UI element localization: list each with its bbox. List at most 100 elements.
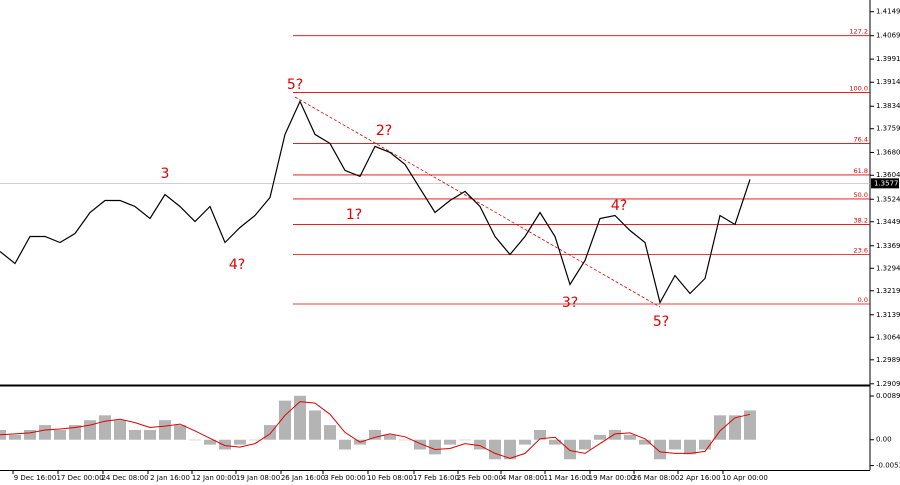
x-tick-label: 17 Feb 16:00: [413, 474, 459, 482]
histogram-bar: [549, 439, 561, 445]
histogram-bar: [294, 395, 306, 440]
histogram-bar: [729, 415, 741, 440]
histogram-bar: [714, 415, 726, 440]
y-tick-label: 1.2989: [876, 356, 900, 364]
histogram-bar: [639, 439, 651, 445]
histogram-bar: [324, 425, 336, 440]
histogram-bar: [474, 439, 486, 450]
x-tick-label: 26 Jan 16:00: [281, 474, 325, 482]
fib-label: 50.0: [854, 191, 868, 199]
fib-label: 61.8: [854, 167, 868, 175]
histogram-bar: [219, 439, 231, 450]
x-tick-label: 10 Feb 08:00: [367, 474, 413, 482]
trend-line: [294, 96, 661, 308]
wave-label: 2?: [376, 123, 392, 139]
histogram-bar: [609, 429, 621, 440]
x-tick-label: 10 Apr 00:00: [722, 474, 768, 482]
histogram-bar: [489, 439, 501, 460]
x-tick-label: 17 Dec 00:00: [56, 474, 103, 482]
y-tick-label: 1.3914: [876, 78, 900, 86]
wave-label: 3: [161, 166, 170, 182]
histogram-bar: [669, 439, 681, 450]
x-tick-label: 9 Dec 16:00: [14, 474, 57, 482]
histogram-bar: [339, 439, 351, 450]
y-tick-label: 1.3759: [876, 125, 900, 133]
current-price-label: 1.3577: [874, 179, 899, 187]
y-tick-label: 1.3064: [876, 333, 900, 341]
x-tick-label: 12 Jan 00:00: [192, 474, 236, 482]
y-tick-label: 1.3991: [876, 55, 900, 63]
y-tick-label: 1.3680: [876, 148, 900, 156]
histogram-bar: [264, 425, 276, 440]
y-tick-label: 1.3449: [876, 218, 900, 226]
histogram-bar: [744, 410, 756, 440]
y-tick-label: 0.00895: [876, 392, 900, 400]
histogram-bar: [564, 439, 576, 460]
histogram-bar: [534, 429, 546, 440]
histogram-bar: [69, 425, 81, 440]
y-tick-label: 1.3604: [876, 171, 900, 179]
histogram-bar: [594, 434, 606, 440]
price-line: [0, 99, 751, 305]
wave-label: 4?: [229, 257, 245, 273]
histogram-bar: [54, 429, 66, 440]
histogram-bar: [84, 420, 96, 440]
histogram-bar: [459, 439, 471, 441]
histogram-bar: [624, 434, 636, 440]
histogram-bar: [654, 439, 666, 460]
x-tick-label: 11 Mar 16:00: [544, 474, 591, 482]
histogram-bar: [114, 420, 126, 440]
signal-line: [0, 401, 751, 459]
fib-label: 23.6: [854, 246, 868, 254]
x-tick-label: 4 Mar 08:00: [502, 474, 544, 482]
current-price-box: [871, 178, 899, 189]
y-tick-label: 1.3834: [876, 102, 900, 110]
fib-label: 100.0: [849, 84, 868, 92]
y-tick-label: 1.3524: [876, 195, 900, 203]
x-tick-label: 2 Apr 16:00: [679, 474, 720, 482]
fib-label: 0.0: [858, 296, 868, 304]
wave-label: 1?: [346, 207, 362, 223]
fib-label: 76.4: [854, 135, 868, 143]
fib-label: 127.2: [849, 28, 868, 36]
x-tick-label: 2 Jan 16:00: [150, 474, 190, 482]
histogram-bar: [579, 439, 591, 450]
x-tick-label: 3 Feb 00:00: [324, 474, 365, 482]
y-tick-label: 1.3139: [876, 311, 900, 319]
histogram-bar: [384, 434, 396, 440]
histogram-bar: [144, 429, 156, 440]
histogram-bar: [24, 429, 36, 440]
histogram-bar: [309, 410, 321, 440]
histogram-bar: [159, 420, 171, 440]
y-tick-label: 1.3219: [876, 287, 900, 295]
wave-label: 5?: [287, 77, 303, 93]
histogram-bar: [204, 439, 216, 445]
histogram-bar: [174, 425, 186, 440]
y-tick-label: 1.4069: [876, 32, 900, 40]
histogram-bar: [399, 439, 411, 441]
y-tick-label: 0.00: [876, 436, 892, 444]
y-tick-label: 1.3294: [876, 264, 900, 272]
histogram-bar: [684, 439, 696, 455]
histogram-bar: [504, 439, 516, 460]
y-tick-label: 1.2909: [876, 380, 900, 388]
wave-label: 4?: [611, 198, 627, 214]
histogram-bar: [189, 439, 201, 441]
histogram-bar: [429, 439, 441, 455]
wave-label: 3?: [562, 295, 578, 311]
x-tick-label: 26 Mar 08:00: [633, 474, 680, 482]
histogram-bar: [9, 434, 21, 440]
x-tick-label: 19 Jan 08:00: [236, 474, 280, 482]
x-tick-label: 24 Dec 08:00: [101, 474, 148, 482]
histogram-bar: [99, 415, 111, 440]
histogram-bar: [519, 439, 531, 445]
x-tick-label: 25 Feb 00:00: [457, 474, 503, 482]
histogram-bar: [234, 439, 246, 445]
wave-label: 5?: [653, 314, 669, 330]
histogram-bar: [279, 400, 291, 440]
histogram-bar: [414, 439, 426, 450]
histogram-bar: [699, 439, 711, 450]
